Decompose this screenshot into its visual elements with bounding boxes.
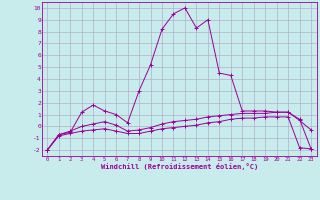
X-axis label: Windchill (Refroidissement éolien,°C): Windchill (Refroidissement éolien,°C) [100,163,258,170]
